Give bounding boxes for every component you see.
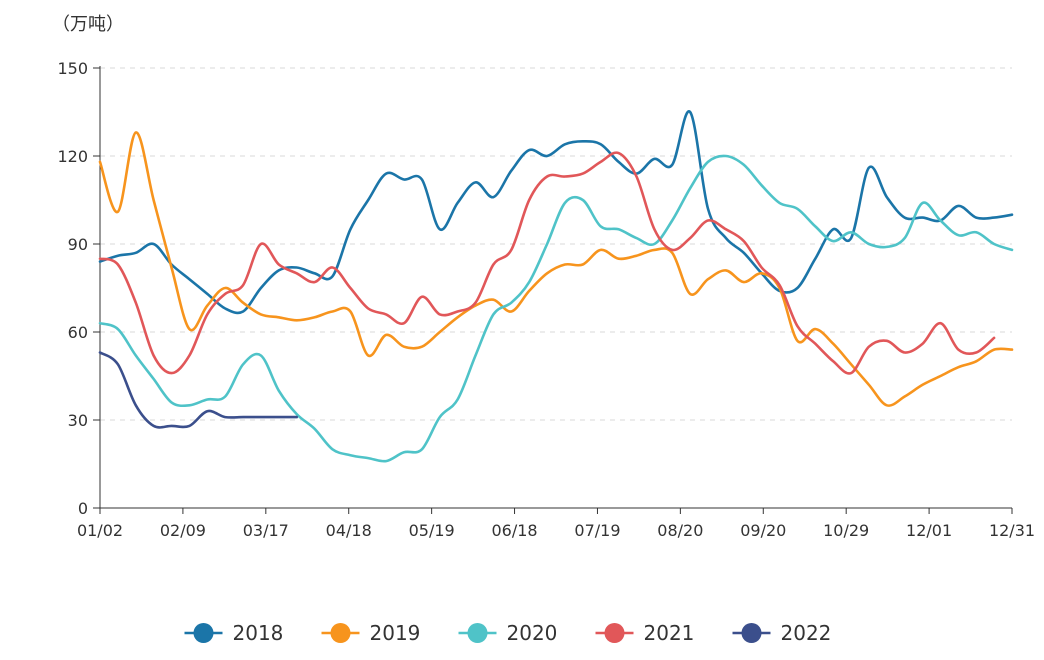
x-tick-label: 12/01 bbox=[906, 521, 952, 540]
legend-item-2022[interactable]: 2022 bbox=[732, 621, 832, 645]
unit-label: （万吨） bbox=[52, 14, 124, 35]
x-tick-label: 02/09 bbox=[160, 521, 206, 540]
legend-swatch-marker bbox=[330, 623, 351, 643]
legend-item-2019[interactable]: 2019 bbox=[321, 621, 421, 645]
y-tick-label: 150 bbox=[57, 59, 88, 78]
x-tick-label: 12/31 bbox=[989, 521, 1035, 540]
y-tick-label: 60 bbox=[68, 323, 88, 342]
y-tick-label: 120 bbox=[57, 147, 88, 166]
legend: 2018 2019 2020 2021 2022 bbox=[184, 621, 832, 645]
legend-label: 2021 bbox=[644, 621, 695, 645]
axes bbox=[93, 66, 1013, 514]
legend-item-2020[interactable]: 2020 bbox=[458, 621, 558, 645]
legend-swatch-marker bbox=[193, 623, 214, 643]
y-tick-label: 90 bbox=[68, 235, 88, 254]
grid-lines bbox=[100, 67, 1012, 421]
y-tick-labels: 0 30 60 90 120 150 bbox=[57, 59, 88, 518]
x-tick-label: 08/20 bbox=[657, 521, 703, 540]
x-tick-label: 03/17 bbox=[243, 521, 289, 540]
legend-label: 2019 bbox=[370, 621, 421, 645]
legend-swatch-marker bbox=[467, 623, 488, 643]
series-line-2021 bbox=[98, 151, 996, 375]
x-tick-label: 04/18 bbox=[326, 521, 372, 540]
legend-swatch-marker bbox=[741, 623, 762, 643]
series-line-2019 bbox=[98, 131, 1014, 407]
legend-item-2018[interactable]: 2018 bbox=[184, 621, 284, 645]
series-line-2020 bbox=[98, 154, 1014, 463]
x-tick-label: 10/29 bbox=[823, 521, 869, 540]
y-tick-label: 0 bbox=[78, 499, 88, 518]
y-tick-label: 30 bbox=[68, 411, 88, 430]
x-tick-label: 09/20 bbox=[740, 521, 786, 540]
x-tick-label: 07/19 bbox=[574, 521, 620, 540]
series-lines bbox=[98, 110, 1014, 463]
x-tick-labels: 01/02 02/09 03/17 04/18 05/19 06/18 07/19 08/20… bbox=[77, 521, 1035, 540]
legend-label: 2020 bbox=[507, 621, 558, 645]
legend-swatch-marker bbox=[604, 623, 625, 643]
x-tick-label: 06/18 bbox=[491, 521, 537, 540]
x-tick-label: 01/02 bbox=[77, 521, 123, 540]
series-line-2018 bbox=[98, 110, 1014, 315]
series-line-2022 bbox=[98, 351, 298, 429]
legend-label: 2022 bbox=[781, 621, 832, 645]
x-tick-label: 05/19 bbox=[409, 521, 455, 540]
legend-label: 2018 bbox=[233, 621, 284, 645]
legend-item-2021[interactable]: 2021 bbox=[595, 621, 695, 645]
